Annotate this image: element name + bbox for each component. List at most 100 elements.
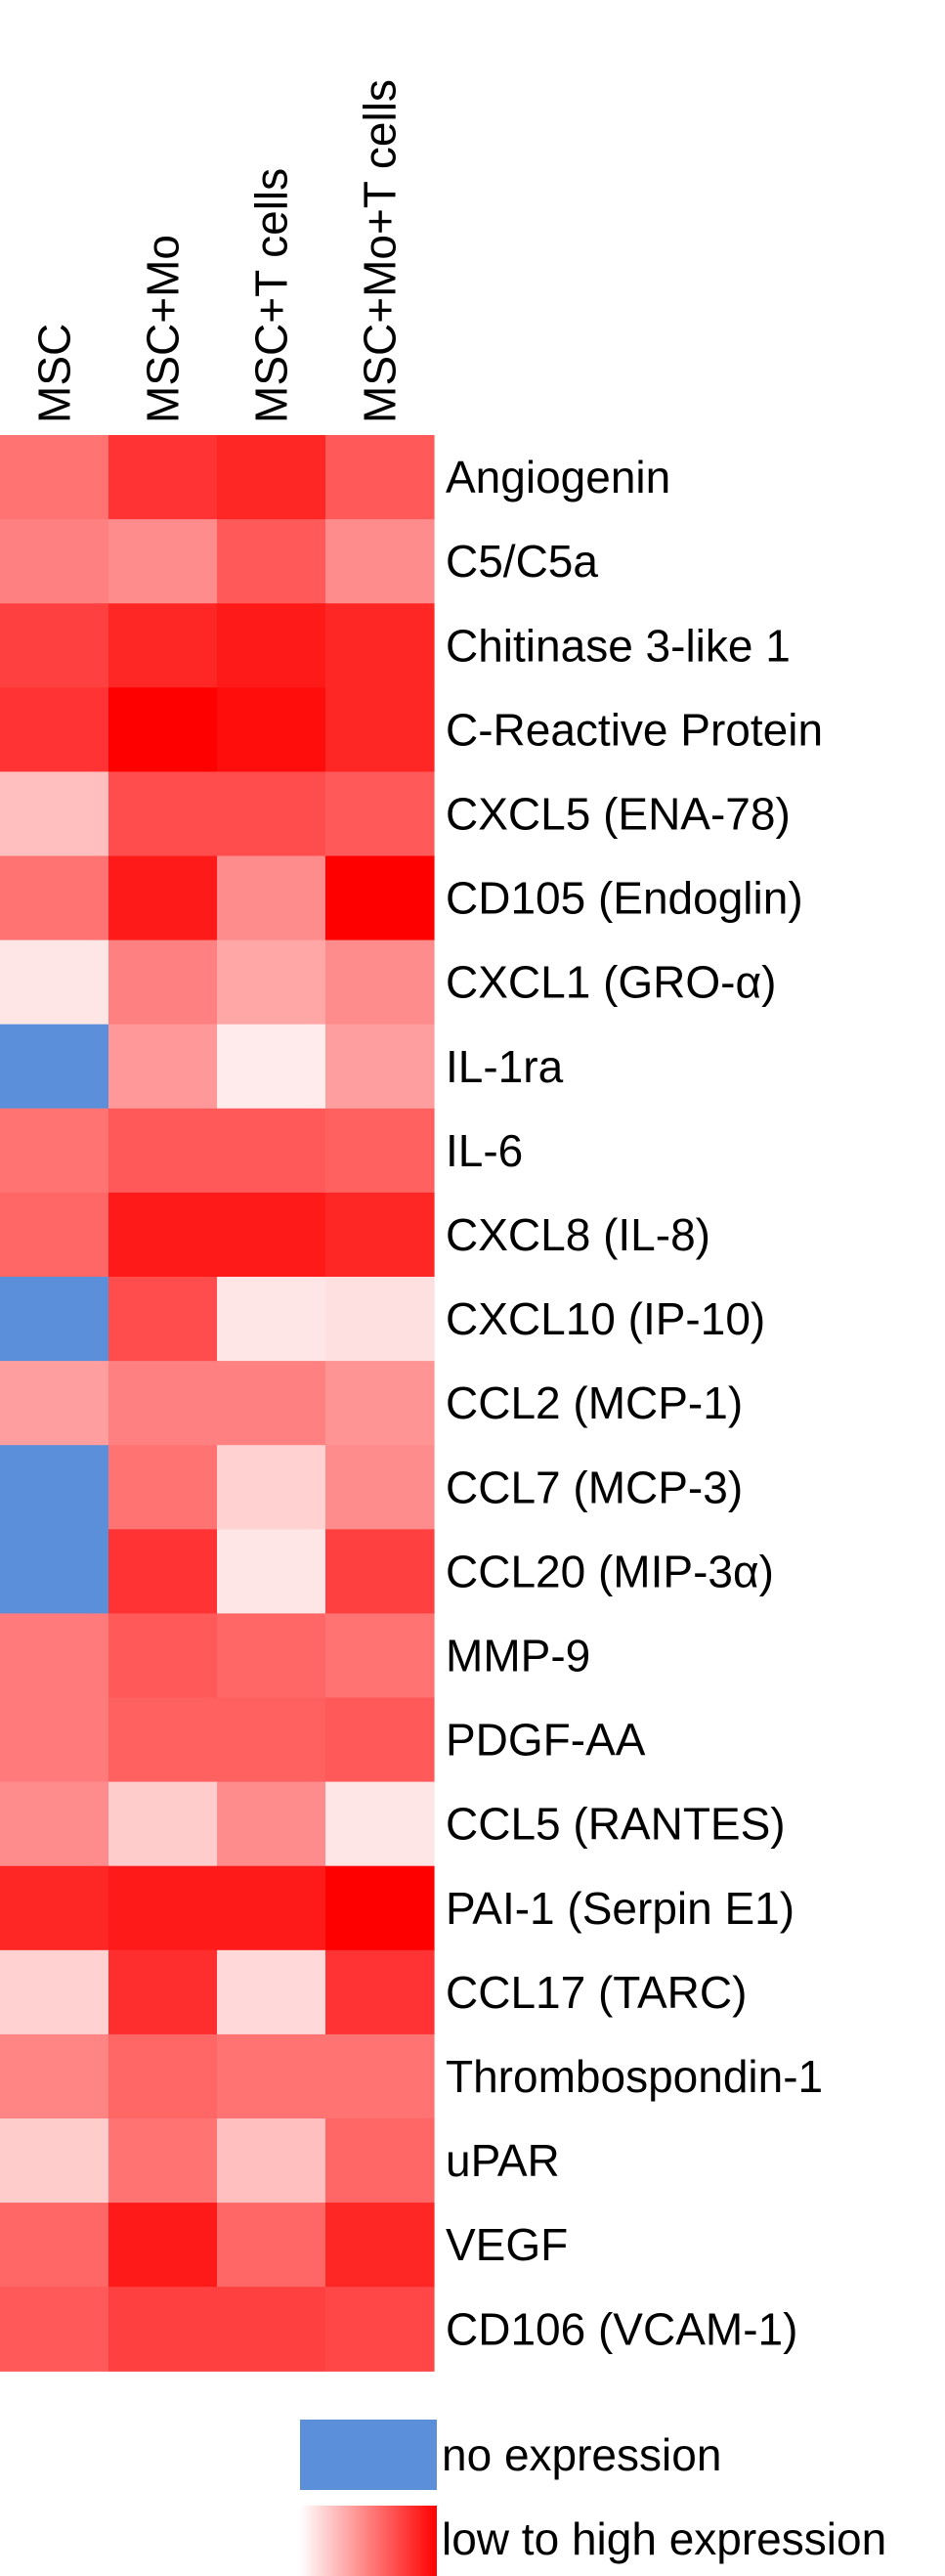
heatmap-cells xyxy=(0,435,435,2372)
row-label: CCL2 (MCP-1) xyxy=(446,1377,743,1428)
legend-gradient-bar xyxy=(300,2506,437,2576)
heatmap-cell xyxy=(0,1024,109,1110)
column-label: MSC+Mo xyxy=(138,235,189,423)
heatmap-cell xyxy=(325,2287,435,2372)
row-label: PDGF-AA xyxy=(446,1715,646,1766)
heatmap-cell xyxy=(325,435,435,520)
row-label: C-Reactive Protein xyxy=(446,704,823,755)
heatmap-cell xyxy=(217,687,326,772)
heatmap-cell xyxy=(325,855,435,941)
heatmap-cell xyxy=(325,603,435,688)
legend-no-expression-swatch xyxy=(300,2420,437,2490)
heatmap-cell xyxy=(217,1949,326,2035)
row-label: CD105 (Endoglin) xyxy=(446,873,803,924)
heatmap-cell xyxy=(217,519,326,604)
heatmap-cell xyxy=(0,1361,109,1446)
heatmap-cell xyxy=(217,2118,326,2204)
heatmap-cell xyxy=(217,771,326,857)
column-label: MSC xyxy=(29,324,80,423)
legend-gradient-label: low to high expression xyxy=(442,2513,886,2564)
row-label: CCL5 (RANTES) xyxy=(446,1799,786,1850)
heatmap-cell xyxy=(217,1108,326,1194)
heatmap-cell xyxy=(108,1613,218,1699)
heatmap-cell xyxy=(325,1613,435,1699)
heatmap-cell xyxy=(0,603,109,688)
heatmap-cell xyxy=(325,939,435,1026)
heatmap-cell xyxy=(0,2203,109,2288)
heatmap-cell xyxy=(108,1781,218,1867)
heatmap-cell xyxy=(325,687,435,772)
heatmap-cell xyxy=(217,1697,326,1783)
heatmap-cell xyxy=(108,1024,218,1110)
heatmap-cell xyxy=(0,519,109,604)
heatmap-cell xyxy=(0,1192,109,1278)
heatmap-cell xyxy=(325,1192,435,1278)
legend-no-expression-label: no expression xyxy=(442,2429,721,2480)
heatmap-cell xyxy=(108,1361,218,1446)
heatmap-cell xyxy=(0,1277,109,1362)
heatmap-cell xyxy=(217,855,326,941)
heatmap-cell xyxy=(217,1192,326,1278)
heatmap-cell xyxy=(217,1445,326,1530)
row-label: PAI-1 (Serpin E1) xyxy=(446,1883,795,1934)
heatmap-cell xyxy=(0,1445,109,1530)
heatmap-cell xyxy=(325,1024,435,1110)
heatmap-cell xyxy=(325,1781,435,1867)
heatmap-cell xyxy=(325,1865,435,1951)
heatmap-cell xyxy=(108,2033,218,2119)
row-label: IL-1ra xyxy=(446,1041,564,1092)
heatmap-cell xyxy=(0,1108,109,1194)
heatmap-cell xyxy=(217,1024,326,1110)
row-label: CCL7 (MCP-3) xyxy=(446,1462,743,1512)
heatmap-cell xyxy=(108,1949,218,2035)
heatmap-cell xyxy=(325,1108,435,1194)
heatmap-cell xyxy=(325,2203,435,2288)
heatmap-cell xyxy=(217,939,326,1026)
heatmap-cell xyxy=(325,519,435,604)
heatmap-cell xyxy=(108,1529,218,1614)
heatmap-cell xyxy=(325,1445,435,1530)
heatmap-cell xyxy=(108,687,218,772)
heatmap-cell xyxy=(108,2287,218,2372)
heatmap-cell xyxy=(0,1613,109,1699)
heatmap-cell xyxy=(217,435,326,520)
legend: no expression low to high expression xyxy=(300,2420,886,2576)
row-label: CXCL10 (IP-10) xyxy=(446,1293,765,1344)
heatmap-cell xyxy=(0,2118,109,2204)
row-label: CXCL5 (ENA-78) xyxy=(446,788,791,839)
row-label: CXCL1 (GRO-α) xyxy=(446,957,776,1008)
row-label: Thrombospondin-1 xyxy=(446,2051,823,2102)
heatmap-cell xyxy=(108,1445,218,1530)
heatmap-cell xyxy=(108,519,218,604)
row-label: IL-6 xyxy=(446,1125,523,1176)
heatmap-cell xyxy=(108,939,218,1026)
heatmap-cell xyxy=(0,1697,109,1783)
heatmap-cell xyxy=(108,1192,218,1278)
row-label: CD106 (VCAM-1) xyxy=(446,2303,797,2354)
heatmap-cell xyxy=(325,1949,435,2035)
row-label: CCL20 (MIP-3α) xyxy=(446,1546,774,1596)
heatmap-cell xyxy=(108,1865,218,1951)
heatmap-cell xyxy=(0,435,109,520)
heatmap-cell xyxy=(0,2033,109,2119)
heatmap-cell xyxy=(217,2033,326,2119)
heatmap-cell xyxy=(0,855,109,941)
heatmap-cell xyxy=(325,2033,435,2119)
heatmap-cell xyxy=(325,1529,435,1614)
heatmap-cell xyxy=(0,771,109,857)
heatmap-cell xyxy=(0,939,109,1026)
heatmap-cell xyxy=(108,855,218,941)
row-labels: Angiogenin C5/C5a Chitinase 3-like 1 C-Reac… xyxy=(446,452,823,2354)
row-label: VEGF xyxy=(446,2219,568,2270)
heatmap-cell xyxy=(108,1697,218,1783)
heatmap-cell xyxy=(325,1277,435,1362)
heatmap-cell xyxy=(217,1865,326,1951)
heatmap-cell xyxy=(325,771,435,857)
heatmap-cell xyxy=(217,1277,326,1362)
column-label: MSC+T cells xyxy=(246,168,297,423)
heatmap-cell xyxy=(0,687,109,772)
column-label: MSC+Mo+T cells xyxy=(355,79,406,423)
heatmap-cell xyxy=(217,2287,326,2372)
heatmap-cell xyxy=(217,1529,326,1614)
heatmap-cell xyxy=(0,1781,109,1867)
